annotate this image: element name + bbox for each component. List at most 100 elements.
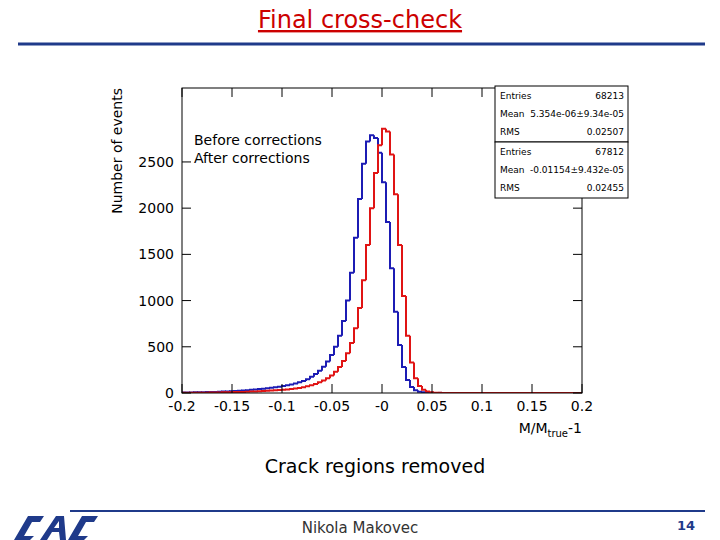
hist-bin [298,382,302,383]
hist-bin [362,164,366,199]
x-tick [332,384,333,393]
stats-value: 0.02507 [587,127,624,137]
footer-rule [70,510,705,512]
x-title-sub: true [548,428,569,439]
logo-part [68,516,98,540]
hist-bin [346,353,350,361]
author: Nikola Makovec [302,519,419,537]
hist-bin [350,273,354,301]
slide: Final cross-check Crack regions removed Ni… [0,0,720,540]
hist-bin [318,371,322,374]
hist-bin [414,387,418,390]
x-tick [382,384,383,393]
hist-bin [342,321,346,336]
hist-bin [366,245,370,280]
x-axis-title: M/Mtrue-1 [519,420,582,439]
x-tick-label: 0.05 [416,398,447,414]
hist-bin [410,336,414,363]
logo-part [14,516,44,540]
x-tick-top [482,88,483,97]
hist-bin [310,377,314,379]
page-number: 14 [677,518,695,533]
hist-bin [334,347,338,355]
caption: Crack regions removed [265,455,485,477]
x-tick [282,384,283,393]
stats-label: Entries [500,147,532,157]
hist-bin [406,296,410,336]
x-tick-top [432,88,433,97]
x-title-part: M/M [519,420,548,436]
stats-label: Mean [500,109,525,119]
y-tick-right [573,300,582,301]
hist-bin [382,153,386,183]
x-tick-top [282,88,283,97]
hist-bin [406,367,410,380]
hist-bin [310,385,314,386]
hist-bin [394,268,398,311]
hist-bin [374,135,378,138]
hist-bin [386,182,390,222]
hist-bin [322,367,326,371]
hist-bin [358,308,362,328]
hist-bin [390,131,394,154]
x-tick-top [232,88,233,97]
hist-bin [410,380,414,387]
x-tick [532,384,533,393]
hist-bin [322,381,326,383]
hist-bin [354,238,358,273]
x-tick-label: -0.15 [214,398,250,414]
stats-label: RMS [500,183,520,193]
y-axis-title: Number of events [109,88,125,214]
x-tick-label: -0.1 [268,398,295,414]
stats-label: Entries [500,91,532,101]
logo [14,516,98,540]
histograms [182,129,582,393]
hist-bin [326,362,330,367]
hist-bin [314,384,318,385]
hist-bin [342,361,346,367]
hist-bin [426,390,430,392]
y-tick-label: 1500 [138,246,174,262]
hist-bin [314,374,318,377]
y-tick [182,161,191,162]
x-tick [432,384,433,393]
y-tick-right [573,208,582,209]
x-tick-top [382,88,383,97]
y-tick-label: 2000 [138,200,174,216]
legend-entry: Before corrections [194,132,322,148]
x-tick-label: 0.15 [516,398,547,414]
hist-bin [362,280,366,308]
y-tick [182,300,191,301]
stats-label: RMS [500,127,520,137]
stats-box [495,142,628,198]
x-tick [582,384,583,393]
hist-bin [350,343,354,353]
y-tick-right [573,393,582,394]
y-tick-label: 0 [165,385,174,401]
series-0 [182,135,582,393]
hist-bin [414,363,418,379]
y-tick-label: 500 [147,339,174,355]
stats-value: 0.02455 [587,183,624,193]
y-tick-label: 1000 [138,293,174,309]
x-tick-label: 0.1 [471,398,493,414]
hist-bin [374,173,378,208]
y-tick [182,346,191,347]
hist-bin [338,336,342,347]
hist-bin [398,312,402,345]
x-title-part: -1 [568,420,582,436]
slide-title: Final cross-check [258,6,462,34]
stats-box [495,86,628,142]
hist-bin [330,355,334,361]
y-tick [182,208,191,209]
hist-bin [338,367,342,372]
stats-value: 5.354e-06±9.34e-05 [530,109,624,119]
stats-label: Mean [500,165,525,175]
x-tick [232,384,233,393]
hist-bin [306,379,310,381]
stats-value: -0.01154±9.432e-05 [530,165,624,175]
series-1 [182,129,582,393]
x-tick [182,384,183,393]
x-tick-label: -0.05 [314,398,350,414]
x-tick-label: -0 [375,398,389,414]
